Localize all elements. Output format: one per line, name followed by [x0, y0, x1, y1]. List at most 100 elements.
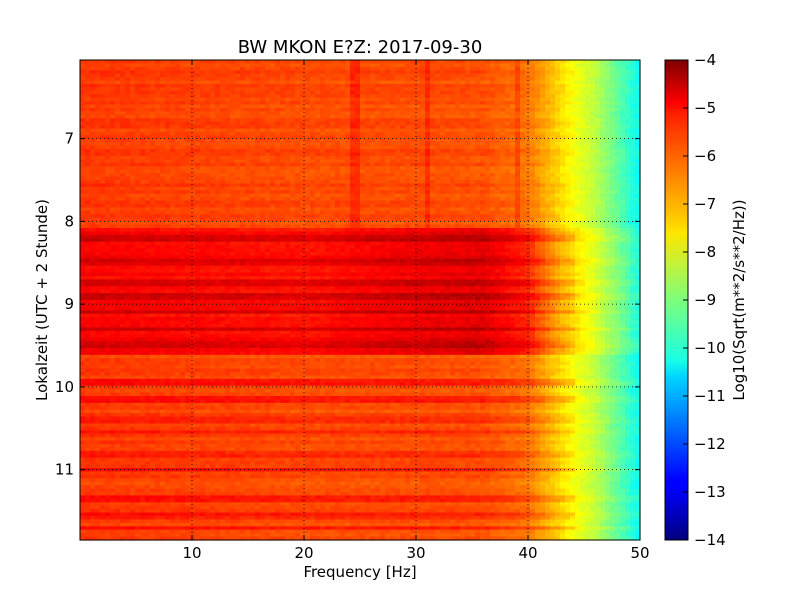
- heatmap-cell: [170, 197, 176, 202]
- heatmap-cell: [220, 200, 226, 205]
- heatmap-cell: [415, 84, 421, 89]
- heatmap-cell: [540, 156, 546, 161]
- heatmap-cell: [240, 80, 246, 85]
- heatmap-cell: [245, 138, 251, 143]
- heatmap-cell: [390, 197, 396, 202]
- heatmap-cell: [175, 60, 181, 65]
- heatmap-cell: [370, 166, 376, 171]
- heatmap-cell: [280, 108, 286, 113]
- heatmap-cell: [505, 60, 511, 65]
- heatmap-cell: [590, 162, 596, 167]
- heatmap-cell: [460, 183, 466, 188]
- heatmap-cell: [150, 114, 156, 119]
- heatmap-cell: [345, 210, 351, 215]
- heatmap-cell: [360, 77, 366, 82]
- heatmap-cell: [365, 70, 371, 75]
- heatmap-cell: [345, 169, 351, 174]
- heatmap-cell: [360, 183, 366, 188]
- heatmap-cell: [515, 156, 521, 161]
- heatmap-cell: [430, 162, 436, 167]
- heatmap-cell: [550, 111, 556, 116]
- heatmap-cell: [410, 159, 416, 164]
- heatmap-cell: [90, 197, 96, 202]
- heatmap-cell: [605, 204, 611, 209]
- heatmap-cell: [585, 180, 591, 185]
- heatmap-cell: [245, 142, 251, 147]
- heatmap-cell: [465, 152, 471, 157]
- heatmap-cell: [580, 128, 586, 133]
- heatmap-cell: [265, 176, 271, 181]
- heatmap-cell: [270, 186, 276, 191]
- heatmap-cell: [480, 87, 486, 92]
- heatmap-cell: [510, 159, 516, 164]
- heatmap-cell: [590, 145, 596, 150]
- heatmap-cell: [365, 166, 371, 171]
- heatmap-cell: [250, 200, 256, 205]
- heatmap-cell: [590, 173, 596, 178]
- heatmap-cell: [195, 118, 201, 123]
- heatmap-cell: [175, 156, 181, 161]
- heatmap-cell: [365, 173, 371, 178]
- heatmap-cell: [570, 97, 576, 102]
- heatmap-cell: [370, 142, 376, 147]
- heatmap-cell: [315, 128, 321, 133]
- heatmap-cell: [295, 159, 301, 164]
- heatmap-cell: [365, 125, 371, 130]
- heatmap-cell: [365, 193, 371, 198]
- heatmap-cell: [355, 138, 361, 143]
- heatmap-cell: [570, 125, 576, 130]
- heatmap-cell: [320, 87, 326, 92]
- heatmap-cell: [240, 186, 246, 191]
- heatmap-cell: [125, 145, 131, 150]
- heatmap-cell: [275, 197, 281, 202]
- heatmap-cell: [420, 63, 426, 68]
- heatmap-cell: [290, 210, 296, 215]
- heatmap-cell: [270, 94, 276, 99]
- heatmap-cell: [85, 135, 91, 140]
- heatmap-cell: [195, 125, 201, 130]
- heatmap-cell: [155, 90, 161, 95]
- heatmap-cell: [530, 176, 536, 181]
- heatmap-cell: [140, 90, 146, 95]
- heatmap-cell: [395, 176, 401, 181]
- heatmap-cell: [585, 142, 591, 147]
- heatmap-cell: [95, 156, 101, 161]
- heatmap-cell: [210, 186, 216, 191]
- heatmap-cell: [145, 111, 151, 116]
- heatmap-cell: [415, 101, 421, 106]
- heatmap-cell: [545, 183, 551, 188]
- heatmap-cell: [455, 186, 461, 191]
- heatmap-cell: [395, 66, 401, 71]
- heatmap-cell: [485, 114, 491, 119]
- heatmap-cell: [205, 84, 211, 89]
- heatmap-cell: [135, 121, 141, 126]
- heatmap-cell: [125, 77, 131, 82]
- heatmap-cell: [100, 190, 106, 195]
- heatmap-cell: [210, 60, 216, 65]
- heatmap-cell: [330, 210, 336, 215]
- heatmap-cell: [400, 104, 406, 109]
- heatmap-cell: [375, 186, 381, 191]
- heatmap-cell: [95, 180, 101, 185]
- heatmap-cell: [420, 80, 426, 85]
- heatmap-cell: [330, 162, 336, 167]
- heatmap-cell: [125, 135, 131, 140]
- heatmap-cell: [95, 210, 101, 215]
- heatmap-cell: [95, 138, 101, 143]
- heatmap-cell: [340, 142, 346, 147]
- heatmap-cell: [140, 66, 146, 71]
- heatmap-cell: [445, 145, 451, 150]
- heatmap-cell: [235, 176, 241, 181]
- heatmap-cell: [620, 173, 626, 178]
- heatmap-cell: [95, 94, 101, 99]
- heatmap-cell: [300, 73, 306, 78]
- heatmap-cell: [195, 180, 201, 185]
- heatmap-cell: [505, 84, 511, 89]
- heatmap-cell: [180, 97, 186, 102]
- heatmap-cell: [515, 80, 521, 85]
- heatmap-cell: [130, 162, 136, 167]
- heatmap-cell: [120, 108, 126, 113]
- heatmap-cell: [90, 176, 96, 181]
- heatmap-cell: [540, 104, 546, 109]
- heatmap-cell: [355, 145, 361, 150]
